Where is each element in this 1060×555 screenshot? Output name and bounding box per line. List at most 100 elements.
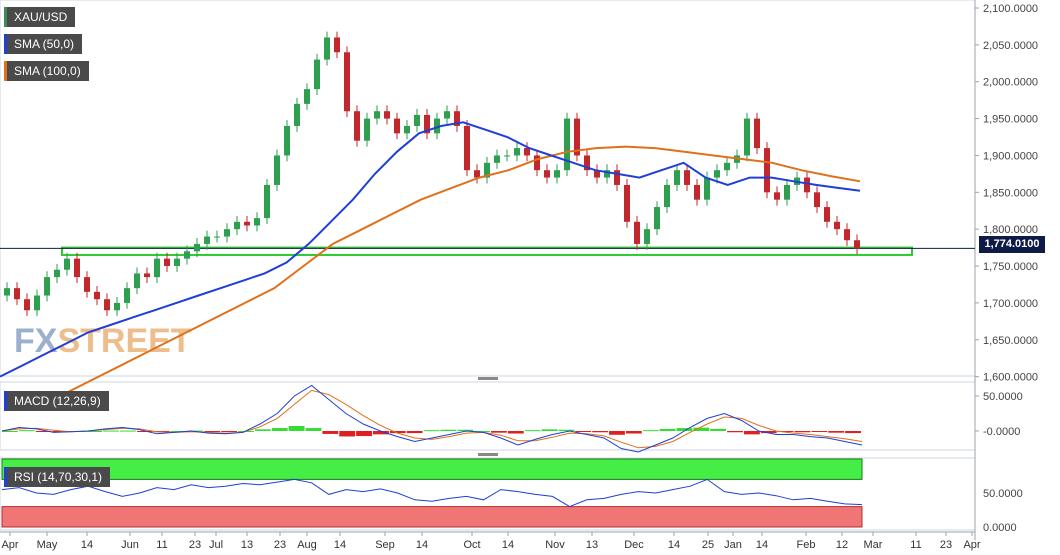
candle-body: [684, 170, 690, 185]
time-tick-label: 13: [241, 539, 253, 551]
candle-body: [394, 118, 400, 134]
candle-body: [314, 59, 320, 90]
macd-histogram-bar: [743, 431, 760, 435]
candle-body: [454, 111, 460, 126]
candle-body: [514, 148, 520, 156]
macd-histogram-bar: [828, 431, 845, 433]
candle-body: [784, 184, 790, 200]
time-tick-label: 13: [586, 539, 598, 551]
time-tick-label: 25: [702, 539, 714, 551]
candle-body: [444, 111, 450, 119]
price-tick-label: 1,750.0000: [983, 261, 1038, 273]
candle-body: [704, 177, 710, 200]
time-tick-label: Jun: [121, 539, 139, 551]
rsi-label: RSI (14,70,30,1): [14, 470, 103, 484]
macd-histogram-bar: [35, 431, 52, 432]
sma100-line: [39, 145, 861, 407]
price-tick-label: 2,100.0000: [983, 3, 1038, 15]
candle-body: [224, 229, 230, 237]
candle-body: [254, 218, 260, 226]
candle-body: [534, 155, 540, 171]
candle-body: [774, 192, 780, 200]
macd-histogram-bar: [558, 429, 575, 431]
sma50-legend[interactable]: SMA (50,0): [4, 34, 83, 54]
price-tick-label: 1,800.0000: [983, 224, 1038, 236]
time-tick-label: 23: [940, 539, 952, 551]
macd-histogram-bar: [609, 431, 625, 435]
macd-histogram-bar: [170, 431, 187, 432]
macd-legend[interactable]: MACD (12,26,9): [4, 391, 109, 411]
macd-histogram-bar: [760, 431, 777, 434]
candle-body: [464, 125, 470, 171]
candle-body: [764, 148, 770, 193]
candle-body: [414, 114, 420, 126]
candle-body: [114, 302, 120, 311]
candle-body: [24, 299, 30, 311]
candle-body: [324, 37, 330, 60]
candle-body: [344, 52, 350, 112]
candle-body: [184, 251, 190, 259]
candle-body: [124, 288, 130, 303]
candle-body: [494, 155, 500, 163]
candle-body: [504, 155, 510, 157]
candle-body: [634, 221, 640, 244]
candle-body: [144, 273, 150, 278]
candle-body: [94, 291, 100, 300]
price-tick-label: 2,050.0000: [983, 40, 1038, 52]
macd-histogram-bar: [356, 431, 372, 437]
time-tick-label: 14: [502, 539, 514, 551]
symbol-legend[interactable]: XAU/USD: [4, 7, 76, 27]
macd-histogram-bar: [288, 425, 305, 431]
panel-resize-handle: [478, 377, 498, 380]
macd-histogram-bar: [305, 428, 322, 431]
macd-histogram-bar: [457, 429, 474, 431]
time-tick-label: 12: [836, 539, 848, 551]
time-tick-label: May: [37, 539, 58, 551]
price-tick-label: 1,900.0000: [983, 150, 1038, 162]
candle-body: [724, 162, 730, 171]
sma100-legend[interactable]: SMA (100,0): [4, 61, 89, 81]
macd-histogram-bar: [440, 429, 457, 431]
macd-histogram-bar: [811, 431, 828, 432]
macd-histogram-bar: [794, 431, 811, 433]
candle-body: [524, 148, 530, 156]
candle-body: [744, 118, 750, 156]
rsi-legend[interactable]: RSI (14,70,30,1): [4, 467, 111, 487]
time-tick-label: 11: [910, 539, 921, 551]
macd-histogram-bar: [18, 430, 35, 432]
time-tick-label: Apr: [963, 539, 980, 551]
macd-swatch: [4, 391, 7, 411]
candle-body: [574, 118, 580, 156]
candle-body: [664, 184, 670, 208]
candle-body: [44, 277, 50, 296]
candle-body: [304, 89, 310, 104]
candle-body: [714, 170, 720, 178]
sma50-label: SMA (50,0): [14, 37, 75, 51]
macd-histogram-bar: [136, 431, 153, 432]
candle-body: [244, 221, 250, 226]
time-tick-label: Mar: [864, 539, 883, 551]
macd-histogram-bar: [271, 428, 288, 431]
candle-body: [614, 170, 620, 185]
candle-body: [374, 111, 380, 119]
candle-body: [544, 170, 550, 178]
macd-histogram-bar: [625, 431, 642, 434]
candle-body: [294, 103, 300, 126]
candle-body: [824, 207, 830, 222]
candle-body: [234, 221, 240, 230]
macd-histogram-bar: [372, 431, 389, 435]
macd-histogram-bar: [221, 431, 238, 432]
price-tick-label: 1,950.0000: [983, 114, 1038, 126]
macd-histogram-bar: [727, 431, 743, 433]
candle-body: [644, 229, 650, 244]
panel-resize-handle: [478, 453, 498, 456]
sma50-line: [0, 121, 861, 378]
macd-line: [1, 384, 863, 453]
macd-histogram-bar: [406, 431, 423, 434]
rsi-tick-label: 50.0000: [983, 488, 1023, 500]
candle-body: [564, 118, 570, 171]
macd-histogram-bar: [541, 429, 558, 431]
macd-histogram-bar: [592, 431, 609, 433]
price-tick-label: 1,600.0000: [983, 372, 1038, 384]
